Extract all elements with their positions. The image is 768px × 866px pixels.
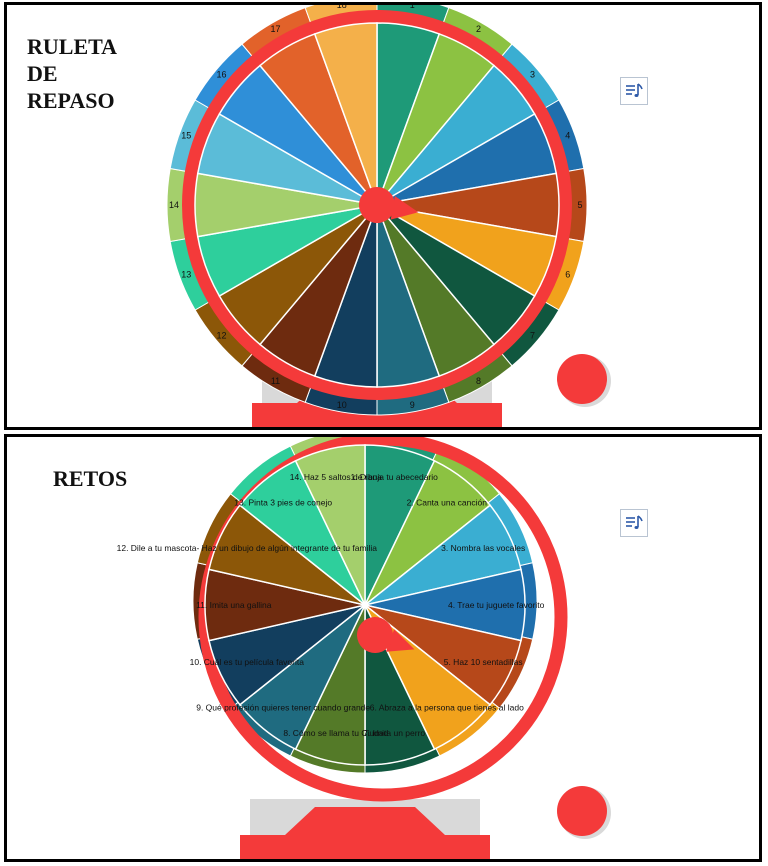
wheel-ring [182, 10, 572, 400]
segment-label: 1. Dibuja tu abecedario [350, 472, 438, 482]
outer-segment-label: 10 [337, 400, 347, 410]
segment-label: 2. Canta una canción [407, 497, 488, 507]
outer-segment-label: 4 [565, 131, 570, 141]
outer-segment-label: 2 [476, 24, 481, 34]
outer-segment-label: 11 [271, 376, 280, 386]
segment-label: 12. Dile a tu mascota- Haz un dibujo de … [117, 543, 378, 553]
outer-segment-label: 12 [216, 330, 226, 340]
outer-segment-label: 1 [410, 5, 415, 10]
music-playlist-icon [626, 515, 643, 529]
segment-label: 8. Cómo se llama tu Ciudad [283, 728, 388, 738]
outer-segment-label: 6 [565, 269, 570, 279]
segment-label: 3. Nombra las vocales [441, 543, 525, 553]
outer-segment-label: 5 [577, 200, 582, 210]
segment-label: 9. Qué profesión quieres tener cuando gr… [196, 703, 370, 713]
outer-segment-label: 15 [181, 131, 191, 141]
outer-segment-label: 13 [181, 269, 191, 279]
outer-segment-label: 18 [337, 5, 347, 10]
wheel-panel-repaso: RULETA DE REPASO 1 2 3 4 5 6 7 8 9 10 11 12 13 14 15 16… [4, 2, 762, 430]
outer-segment-label: 9 [410, 400, 415, 410]
spin-button[interactable] [557, 354, 607, 404]
music-playlist-button[interactable] [620, 77, 648, 105]
page-title: RETOS [53, 466, 128, 491]
wheel-pointer [359, 187, 419, 223]
segment-label: 6. Abraza a la persona que tienes al lad… [370, 703, 524, 713]
wheel-panel-retos: RETOS 1. Dibuja tu abecedario 2. Canta un… [4, 434, 762, 862]
outer-segment-label: 14 [169, 200, 179, 210]
music-playlist-button[interactable] [620, 509, 648, 537]
wheel-pointer [357, 617, 415, 653]
outer-segment-label: 3 [530, 70, 535, 80]
segment-label: 5. Haz 10 sentadillas [444, 657, 523, 667]
outer-segment-label: 16 [216, 70, 226, 80]
outer-segment-label: 17 [270, 24, 280, 34]
roulette-wheel[interactable]: 1. Dibuja tu abecedario 2. Canta una canc… [7, 437, 762, 862]
segment-label: 14. Haz 5 saltos de rana [290, 472, 382, 482]
outer-segment-label: 8 [476, 376, 481, 386]
page-title: RULETA DE REPASO [27, 34, 118, 113]
wheel-segment [294, 444, 366, 606]
spin-button[interactable] [557, 786, 607, 836]
segment-label: 4. Trae tu juguete favorito [448, 600, 545, 610]
segment-label: 7. Imita un perro [363, 728, 425, 738]
segment-label: 13. Pinta 3 pies de conejo [234, 497, 332, 507]
segment-label: 11. Imita una gallina [196, 600, 272, 610]
segment-label: 10. Cuál es tu película favorita [190, 657, 305, 667]
music-playlist-icon [626, 83, 643, 97]
wheel-stand [240, 807, 490, 859]
wheel-segment [313, 22, 378, 206]
outer-segment-label: 7 [530, 330, 535, 340]
